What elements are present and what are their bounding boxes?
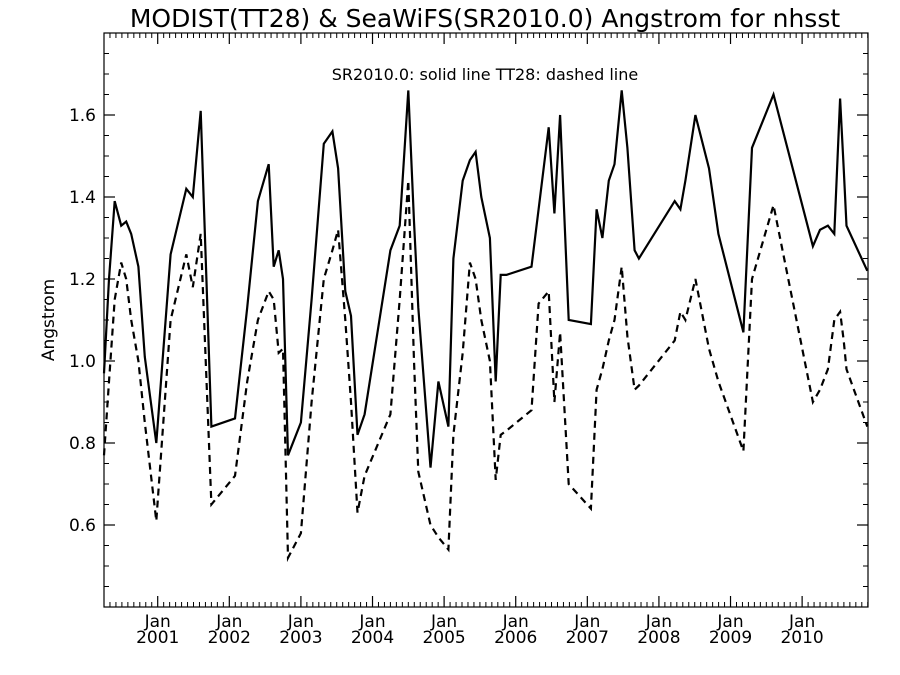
- chart-title: MODIST(TT28) & SeaWiFS(SR2010.0) Angstro…: [130, 4, 841, 33]
- x-tick-month-label: Jan: [144, 612, 171, 632]
- x-tick-month-label: Jan: [788, 612, 815, 632]
- x-tick-year-label: 2003: [279, 628, 322, 648]
- y-tick-label: 0.6: [69, 516, 96, 536]
- y-tick-label: 1.6: [69, 106, 96, 126]
- series-line-solid: [102, 90, 869, 468]
- x-tick-year-label: 2002: [208, 628, 251, 648]
- x-tick-month-label: Jan: [287, 612, 314, 632]
- x-tick-year-label: 2004: [351, 628, 394, 648]
- x-tick-month-label: Jan: [716, 612, 743, 632]
- x-tick-month-label: Jan: [645, 612, 672, 632]
- x-tick-year-label: 2009: [709, 628, 752, 648]
- y-tick-label: 0.8: [69, 434, 96, 454]
- y-tick-label: 1.4: [69, 188, 96, 208]
- y-axis-label: Angstrom: [39, 279, 59, 361]
- x-tick-year-label: 2005: [422, 628, 465, 648]
- x-tick-year-label: 2001: [136, 628, 179, 648]
- x-tick-year-label: 2007: [566, 628, 609, 648]
- x-tick-year-label: 2008: [637, 628, 680, 648]
- x-tick-year-label: 2010: [780, 628, 823, 648]
- x-tick-month-label: Jan: [502, 612, 529, 632]
- series-legend-annotation: SR2010.0: solid line TT28: dashed line: [332, 65, 638, 84]
- y-tick-label: 1.2: [69, 270, 96, 290]
- x-tick-month-label: Jan: [430, 612, 457, 632]
- axis-ticks: 0.60.81.01.21.41.6Jan2001Jan2002Jan2003J…: [69, 32, 869, 648]
- series-sr2010-0: [102, 90, 869, 468]
- series-tt28: [102, 180, 869, 563]
- series-lines: [102, 90, 869, 563]
- x-tick-month-label: Jan: [215, 612, 242, 632]
- series-line-dashed: [102, 180, 869, 563]
- x-tick-month-label: Jan: [573, 612, 600, 632]
- x-tick-month-label: Jan: [358, 612, 385, 632]
- x-tick-year-label: 2006: [494, 628, 537, 648]
- y-tick-label: 1.0: [69, 352, 96, 372]
